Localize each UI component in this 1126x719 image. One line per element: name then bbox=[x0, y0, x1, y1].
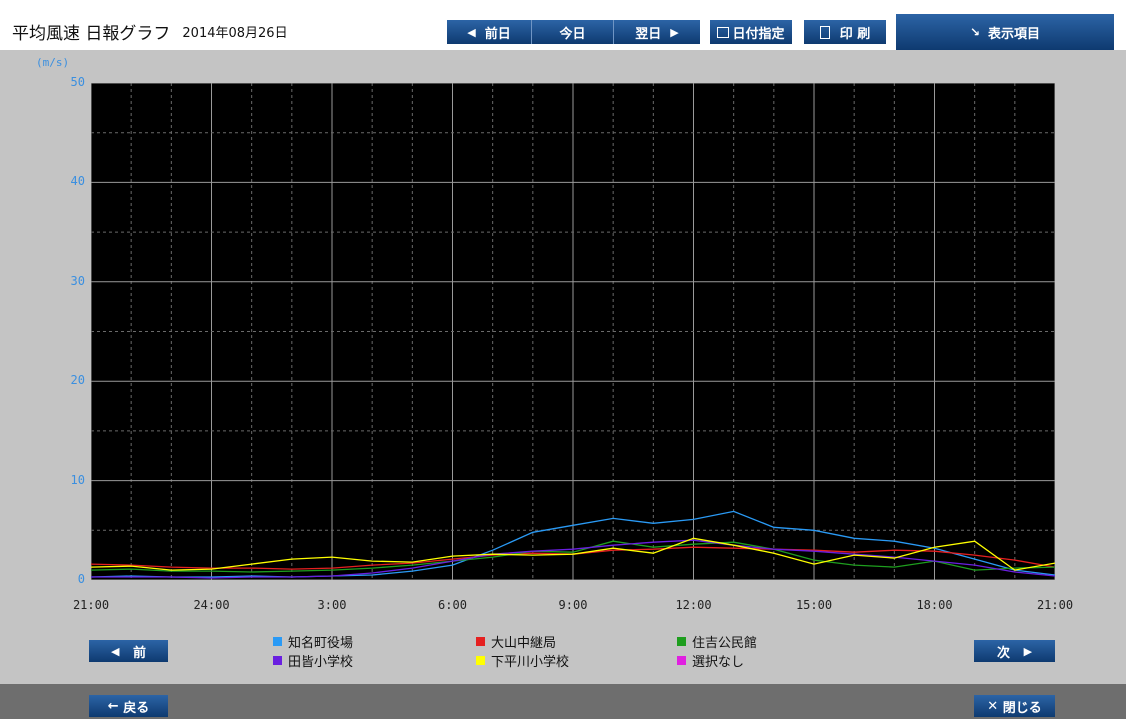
date-select-label: 日付指定 bbox=[732, 26, 785, 42]
legend-item: 選択なし bbox=[677, 651, 744, 670]
x-tick-label: 6:00 bbox=[438, 598, 467, 612]
top-strip bbox=[0, 0, 1126, 12]
x-tick-label: 18:00 bbox=[916, 598, 953, 612]
close-label: 閉じる bbox=[1002, 700, 1042, 716]
legend-swatch bbox=[476, 656, 485, 665]
legend-swatch bbox=[273, 656, 282, 665]
triangle-right-icon: ▶ bbox=[670, 25, 679, 39]
display-items-label: 表示項目 bbox=[988, 26, 1041, 42]
x-tick-label: 9:00 bbox=[558, 598, 588, 612]
legend-label: 下平川小学校 bbox=[491, 655, 570, 670]
report-date: 2014年08月26日 bbox=[182, 25, 288, 41]
next-day-button[interactable]: 翌日 ▶ bbox=[614, 20, 700, 44]
display-items-button[interactable]: ↘ 表示項目 bbox=[896, 14, 1114, 50]
legend-label: 田皆小学校 bbox=[288, 655, 354, 670]
legend-label: 選択なし bbox=[692, 655, 745, 670]
triangle-right-icon: ▶ bbox=[1023, 644, 1033, 658]
x-tick-label: 12:00 bbox=[675, 598, 712, 612]
calendar-icon bbox=[717, 26, 730, 38]
x-icon: ✕ bbox=[987, 698, 999, 714]
date-select-button[interactable]: 日付指定 bbox=[710, 20, 792, 44]
legend-swatch bbox=[273, 637, 282, 646]
print-button[interactable]: 印 刷 bbox=[804, 20, 886, 44]
x-tick-label: 21:00 bbox=[1036, 598, 1074, 612]
legend-swatch bbox=[677, 637, 686, 646]
legend-item: 田皆小学校 bbox=[273, 651, 353, 670]
triangle-left-icon: ◀ bbox=[110, 644, 120, 658]
next-page-button[interactable]: 次 ▶ bbox=[974, 640, 1055, 662]
prev-day-label: 前日 bbox=[484, 26, 511, 42]
series-line bbox=[90, 510, 1056, 578]
triangle-left-icon: ◀ bbox=[467, 25, 476, 39]
title-area: 平均風速 日報グラフ 2014年08月26日 bbox=[0, 12, 440, 50]
y-axis-unit: (m/s) bbox=[36, 56, 70, 69]
y-tick-label: 0 bbox=[77, 572, 85, 586]
y-tick-label: 30 bbox=[70, 273, 85, 288]
legend-item: 大山中継局 bbox=[476, 632, 556, 651]
print-label: 印 刷 bbox=[839, 26, 871, 42]
back-button[interactable]: ← 戻る bbox=[89, 695, 168, 717]
legend-label: 大山中継局 bbox=[491, 636, 557, 651]
legend-label: 知名町役場 bbox=[288, 636, 354, 651]
footer-bar bbox=[0, 684, 1126, 719]
today-button[interactable]: 今日 bbox=[532, 20, 614, 44]
legend-item: 下平川小学校 bbox=[476, 651, 569, 670]
series-line bbox=[90, 537, 1056, 571]
legend-swatch bbox=[476, 637, 485, 646]
today-label: 今日 bbox=[559, 26, 586, 42]
legend-item: 知名町役場 bbox=[273, 632, 353, 651]
x-tick-label: 21:00 bbox=[72, 598, 110, 612]
x-tick-label: 24:00 bbox=[193, 598, 230, 612]
next-day-label: 翌日 bbox=[635, 26, 662, 42]
legend-item: 住吉公民館 bbox=[677, 632, 757, 651]
arrow-down-right-icon: ↘ bbox=[969, 25, 981, 39]
chart-plot-area bbox=[90, 82, 1056, 581]
close-button[interactable]: ✕ 閉じる bbox=[974, 695, 1055, 717]
y-tick-label: 40 bbox=[70, 174, 85, 189]
arrow-left-icon: ← bbox=[107, 698, 119, 714]
back-label: 戻る bbox=[123, 700, 150, 716]
next-page-label: 次 bbox=[996, 645, 1010, 661]
x-tick-label: 3:00 bbox=[317, 598, 347, 612]
series-line bbox=[90, 540, 1056, 573]
printer-icon bbox=[819, 25, 830, 39]
wind-speed-chart bbox=[90, 82, 1056, 581]
prev-day-button[interactable]: ◀ 前日 bbox=[447, 20, 532, 44]
page-title: 平均風速 日報グラフ bbox=[12, 23, 171, 44]
legend-swatch bbox=[677, 656, 686, 665]
prev-page-button[interactable]: ◀ 前 bbox=[89, 640, 168, 662]
series-line bbox=[91, 539, 1056, 579]
legend-label: 住吉公民館 bbox=[692, 636, 758, 651]
prev-page-label: 前 bbox=[133, 645, 147, 661]
x-tick-label: 15:00 bbox=[795, 598, 833, 612]
y-tick-label: 10 bbox=[70, 472, 85, 487]
y-tick-label: 20 bbox=[70, 373, 85, 388]
day-nav-group: ◀ 前日 今日 翌日 ▶ bbox=[447, 20, 700, 44]
y-tick-label: 50 bbox=[70, 75, 85, 89]
